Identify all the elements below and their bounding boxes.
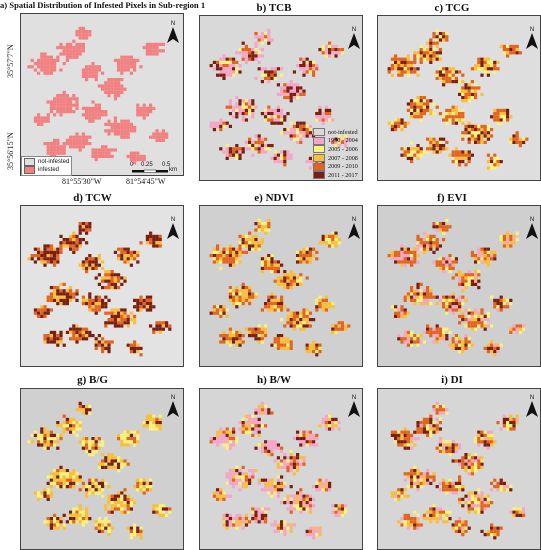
panel-a: a) Spatial Distribution of Infested Pixe… [0, 0, 206, 190]
north-label: N [529, 395, 535, 401]
panel-h: h) B/W N [185, 368, 363, 550]
legend-label: 2007 - 2008 [328, 154, 358, 162]
panel-title: f) EVI [437, 192, 467, 204]
map-d [20, 205, 184, 367]
infested-pixels [209, 28, 351, 170]
north-arrow-icon: N [166, 21, 180, 44]
legend-swatch [24, 158, 35, 166]
infested-pixels [27, 26, 169, 165]
panel-d: d) TCW N [0, 190, 185, 368]
legend-swatch [313, 162, 325, 171]
north-label: N [529, 217, 535, 223]
legend-label: infested [38, 167, 60, 173]
infested-pixels [387, 218, 526, 357]
infested-pixels [27, 401, 172, 540]
legend-entry: not-infested [24, 158, 69, 166]
north-label: N [170, 217, 176, 223]
legend-swatch [313, 145, 325, 154]
infested-pixels [390, 401, 526, 540]
legend-entry: not-infested [313, 128, 358, 137]
legend-swatch [313, 154, 325, 163]
legend-label: not-infested [328, 128, 358, 136]
north-arrow-icon: N [347, 217, 361, 240]
panel-title: h) B/W [257, 374, 291, 386]
north-arrow-icon: N [525, 217, 539, 240]
north-label: N [351, 395, 357, 401]
panel-e: e) NDVI N [185, 190, 363, 368]
north-label: N [529, 27, 535, 33]
legend-label: 2005 - 2006 [328, 145, 358, 153]
map-e [199, 205, 363, 367]
panel-title: b) TCB [256, 2, 292, 14]
north-arrow-icon: N [347, 27, 361, 50]
legend-entry: 2009 - 2010 [313, 162, 358, 171]
legend-entry: 2007 - 2008 [313, 154, 358, 163]
north-arrow-icon: N [166, 217, 180, 240]
infested-pixels [27, 222, 172, 357]
north-arrow-icon: N [347, 395, 361, 418]
infested-pixels [209, 218, 351, 357]
map-c [377, 15, 541, 181]
scale-unit: km [169, 167, 177, 173]
panel-title: i) DI [441, 374, 463, 386]
legend: not-infested infested [21, 156, 73, 176]
north-arrow-icon: N [525, 395, 539, 418]
map-f [377, 205, 541, 367]
panel-title: g) B/G [77, 374, 108, 386]
legend-swatch [313, 128, 325, 137]
map-g [20, 388, 184, 550]
lon-left-label: 81°55'30"W [62, 177, 102, 186]
legend-entry: 1990 - 2004 [313, 136, 358, 146]
scale-tick: 0.25 [141, 162, 153, 168]
panel-title: e) NDVI [254, 192, 294, 204]
lon-right-label: 81°54'45"W [126, 177, 166, 186]
north-label: N [351, 217, 357, 223]
north-arrow-icon: N [166, 395, 180, 418]
legend: not-infested 1990 - 2004 2005 - 2006 2007 -… [313, 128, 358, 180]
legend-swatch [24, 166, 35, 174]
legend-swatch [313, 171, 325, 180]
scale-bar: 0 0.25 0.5 km [130, 162, 182, 175]
north-arrow-icon: N [525, 27, 539, 50]
panel-title: d) TCW [73, 192, 112, 204]
panel-c: c) TCG N [363, 0, 541, 190]
north-label: N [170, 395, 176, 401]
north-label: N [351, 27, 357, 33]
legend-entry: infested [24, 166, 69, 174]
legend-label: 1990 - 2004 [328, 137, 358, 145]
lat-top-label: 35°57'7"N [6, 44, 15, 78]
panel-f: f) EVI N [363, 190, 541, 368]
legend-label: 2009 - 2010 [328, 163, 358, 171]
legend-entry: 2005 - 2006 [313, 145, 358, 154]
infested-pixels [387, 28, 529, 170]
infested-pixels [209, 401, 348, 540]
map-i [377, 388, 541, 550]
legend-label: not-infested [38, 159, 70, 165]
panel-g: g) B/G N [0, 368, 185, 550]
legend-swatch [313, 136, 325, 145]
panel-title: c) TCG [434, 2, 470, 14]
panel-i: i) DI N [363, 368, 541, 550]
map-a [20, 13, 184, 176]
scale-tick: 0.5 [162, 162, 171, 168]
panel-b: b) TCB N not-infested 1990 - 2004 2005 - 2… [185, 0, 363, 190]
legend-label: 2011 - 2017 [328, 171, 358, 179]
map-b [199, 15, 363, 181]
lat-bottom-label: 35°56'15"N [6, 132, 15, 170]
north-label: N [170, 21, 176, 27]
scale-tick: 0 [130, 162, 134, 168]
panel-title: a) Spatial Distribution of Infested Pixe… [0, 0, 206, 10]
legend-entry: 2011 - 2017 [313, 171, 358, 180]
map-h [199, 388, 363, 550]
